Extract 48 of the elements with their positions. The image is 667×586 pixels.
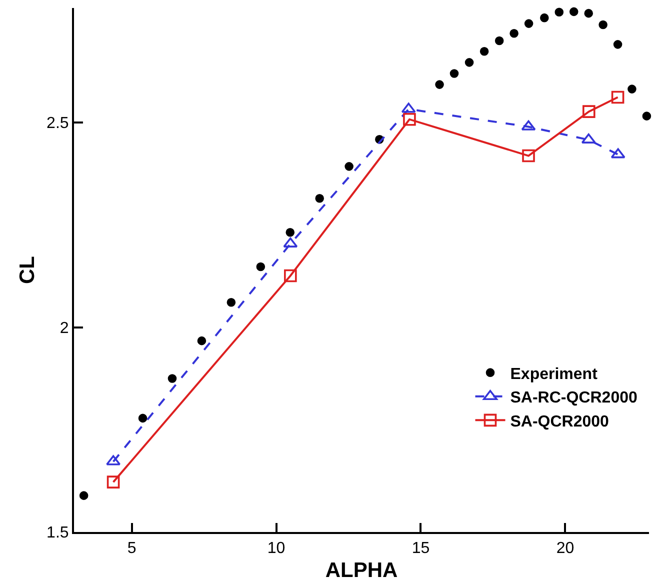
point (464, 58, 474, 67)
point (138, 414, 148, 423)
point (611, 90, 624, 104)
point (286, 228, 295, 237)
point (521, 120, 536, 130)
point (581, 133, 596, 144)
x-tick-label: 20 (556, 540, 574, 558)
point (628, 84, 636, 94)
point (524, 19, 534, 28)
point (344, 162, 354, 171)
point (435, 80, 444, 89)
x-tick-label: 10 (267, 540, 286, 558)
point (584, 8, 594, 18)
point (450, 69, 459, 78)
point (610, 148, 626, 158)
point (256, 262, 266, 272)
point (401, 102, 416, 113)
point (168, 374, 177, 383)
point (554, 8, 564, 16)
point (642, 112, 652, 120)
legend-label: Experiment (510, 366, 598, 383)
point (226, 298, 236, 307)
legend-label: SA-QCR2000 (510, 413, 610, 430)
point (613, 40, 622, 49)
point (106, 455, 121, 466)
point (283, 237, 298, 248)
point (403, 112, 416, 126)
point (540, 13, 549, 22)
point (315, 194, 324, 203)
point (197, 336, 206, 346)
point (480, 46, 489, 56)
legend-label: SA-RC-QCR2000 (510, 390, 638, 407)
point (79, 491, 88, 500)
point (582, 105, 596, 118)
x-tick-label: 5 (127, 540, 136, 558)
y-axis-title: CL (16, 256, 40, 284)
x-tick-label: 15 (412, 540, 430, 558)
point (510, 28, 518, 38)
point (598, 20, 608, 30)
y-tick-label: 2.5 (46, 115, 69, 132)
y-tick-label: 1.5 (46, 524, 69, 542)
y-tick-label: 2 (60, 320, 69, 337)
point (106, 476, 120, 488)
point (284, 269, 297, 282)
point (494, 36, 504, 46)
point (569, 7, 578, 16)
x-axis-title: ALPHA (325, 558, 398, 582)
point (522, 149, 535, 162)
